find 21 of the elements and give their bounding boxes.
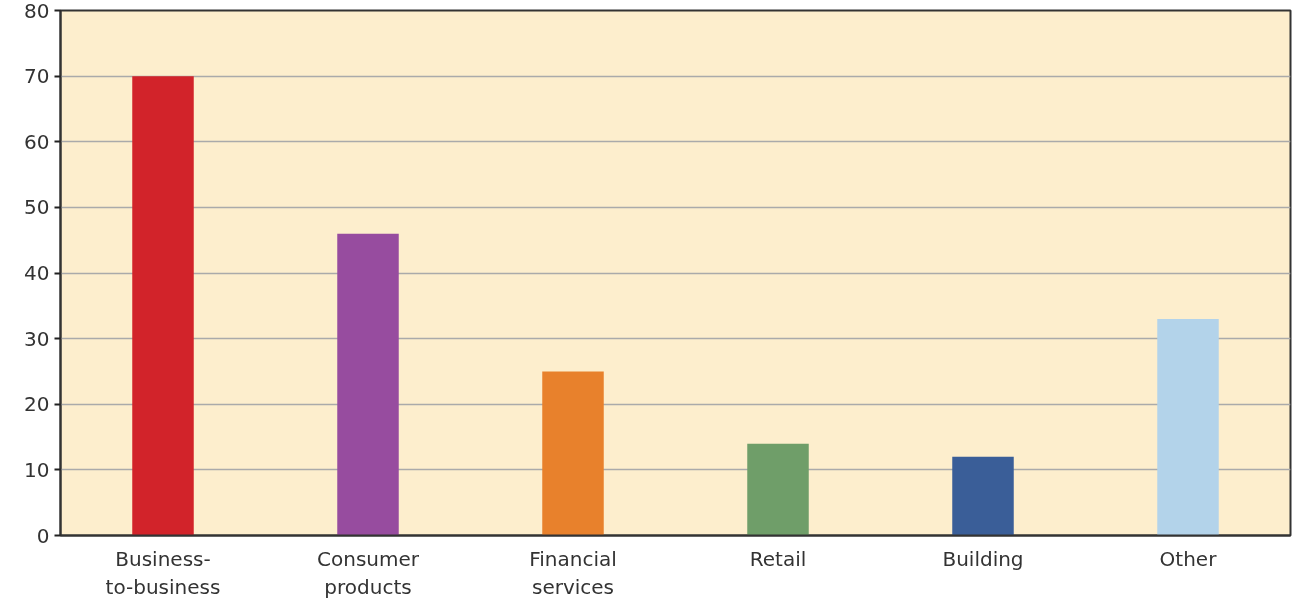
y-tick-label: 0 — [36, 523, 50, 548]
y-tick-label: 20 — [24, 392, 50, 417]
x-tick-label: Financial services — [529, 546, 617, 600]
bar — [747, 443, 809, 536]
y-tick-label: 10 — [24, 457, 50, 482]
x-tick-label: Other — [1159, 546, 1218, 571]
x-tick-label: Consumer products — [317, 546, 420, 600]
x-tick-label: Retail — [749, 546, 807, 571]
y-tick-label: 40 — [24, 261, 50, 285]
bar — [952, 456, 1014, 536]
y-tick-label: 70 — [24, 64, 50, 89]
y-tick-label: 60 — [24, 129, 50, 154]
y-tick-label: 80 — [24, 0, 50, 23]
bar — [1157, 318, 1219, 536]
y-tick-label: 30 — [24, 326, 50, 351]
bar — [337, 233, 399, 536]
x-tick-label: Building — [942, 546, 1024, 571]
y-tick-label: 50 — [24, 195, 50, 220]
bar — [132, 76, 194, 536]
x-tick-label: Business- to-business — [105, 546, 221, 600]
bar — [542, 371, 604, 536]
